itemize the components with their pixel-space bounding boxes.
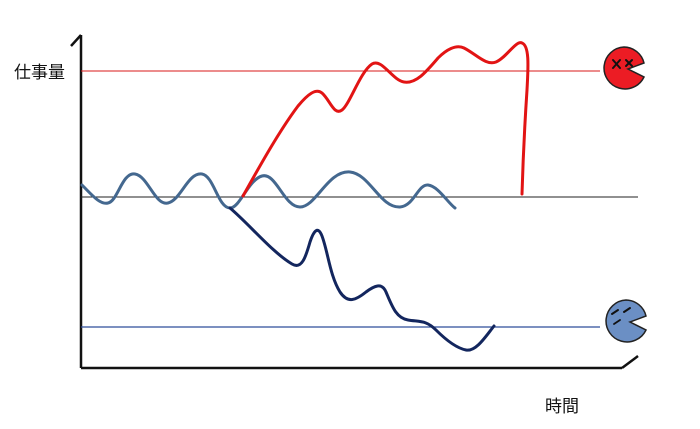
sad-face-icon — [605, 299, 647, 343]
y-axis-label: 仕事量 — [14, 63, 65, 83]
oscillating-workload-curve — [80, 170, 457, 210]
x-axis-label: 時間 — [545, 397, 579, 417]
overload-curve — [241, 41, 530, 198]
axes — [70, 34, 639, 370]
angry-face-icon — [603, 46, 645, 90]
decline-curve — [228, 206, 496, 352]
y-axis-arrow-tick — [70, 34, 82, 47]
x-axis-arrow-tick — [621, 355, 639, 369]
